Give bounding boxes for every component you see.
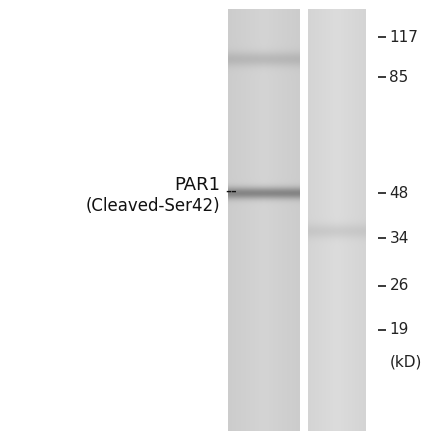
Text: PAR1: PAR1 bbox=[174, 176, 220, 194]
Text: 26: 26 bbox=[389, 278, 409, 293]
Text: 34: 34 bbox=[389, 231, 409, 246]
Text: (kD): (kD) bbox=[389, 354, 422, 369]
Text: 85: 85 bbox=[389, 70, 409, 85]
Text: 19: 19 bbox=[389, 322, 409, 337]
Text: 117: 117 bbox=[389, 30, 418, 45]
Text: (Cleaved-Ser42): (Cleaved-Ser42) bbox=[85, 198, 220, 215]
Text: 48: 48 bbox=[389, 186, 409, 201]
Text: --: -- bbox=[226, 182, 238, 200]
